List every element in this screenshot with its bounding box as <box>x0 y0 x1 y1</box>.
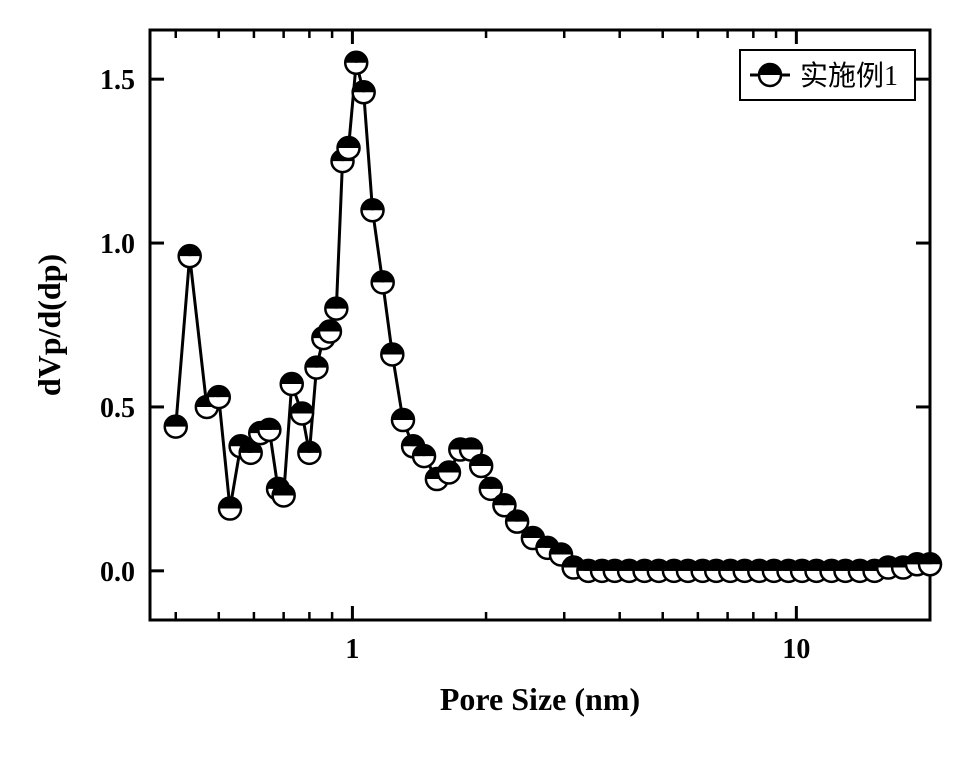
svg-text:1: 1 <box>345 634 359 665</box>
legend-series-label: 实施例1 <box>800 60 898 92</box>
x-axis-label: Pore Size (nm) <box>440 681 640 717</box>
chart-svg: 1 10 0.0 0.5 1.0 1.5 Pore Size (nm) dVp/d(dp) 实施… <box>0 0 962 758</box>
svg-text:10: 10 <box>782 634 810 665</box>
svg-text:1.5: 1.5 <box>100 65 135 96</box>
svg-text:0.5: 0.5 <box>100 393 135 424</box>
y-axis-label: dVp/d(dp) <box>31 254 67 396</box>
svg-text:1.0: 1.0 <box>100 229 135 260</box>
pore-size-distribution-chart: 1 10 0.0 0.5 1.0 1.5 Pore Size (nm) dVp/d(dp) 实施… <box>0 0 962 758</box>
legend: 实施例1 <box>740 50 915 100</box>
svg-text:0.0: 0.0 <box>100 557 135 588</box>
